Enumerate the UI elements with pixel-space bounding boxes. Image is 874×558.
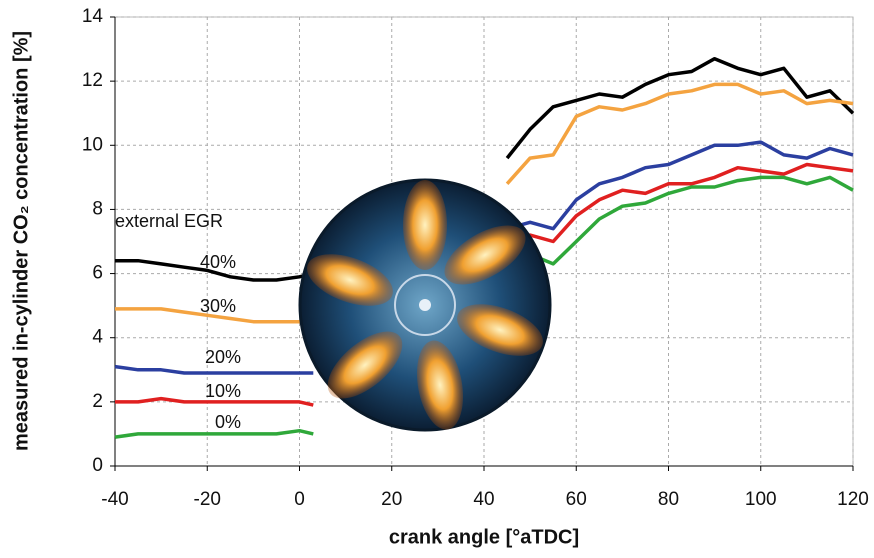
y-tick-label: 2 <box>92 391 103 412</box>
x-tick-label: 20 <box>381 489 402 510</box>
y-tick-label: 6 <box>92 263 103 284</box>
y-tick-label: 8 <box>92 198 103 219</box>
series-label: 30% <box>200 296 236 316</box>
y-tick-label: 4 <box>92 327 103 348</box>
y-tick-label: 10 <box>82 134 103 155</box>
combustion-photo <box>300 180 550 433</box>
chart: 0 2 4 6 8 10 12 14 -40 -20 0 20 40 60 80 100 120 40% 30% 2… <box>0 0 874 558</box>
x-tick-label: -40 <box>101 489 128 510</box>
y-tick-label: 12 <box>82 70 103 91</box>
x-tick-label: 40 <box>473 489 494 510</box>
series-label: 40% <box>200 252 236 272</box>
x-tick-label: 100 <box>745 489 777 510</box>
x-tick-label: 0 <box>294 489 305 510</box>
x-tick-label: -20 <box>194 489 221 510</box>
x-tick-label: 60 <box>566 489 587 510</box>
series-label: 20% <box>205 347 241 367</box>
series-label: 0% <box>215 412 241 432</box>
x-tick-label: 80 <box>658 489 679 510</box>
x-axis-label: crank angle [°aTDC] <box>389 526 579 548</box>
y-tick-label: 14 <box>82 6 104 27</box>
y-axis-label: measured in-cylinder CO₂ concentration [… <box>10 31 32 451</box>
x-tick-label: 120 <box>837 489 869 510</box>
y-tick-label: 0 <box>92 455 103 476</box>
annotation: external EGR <box>115 211 223 231</box>
series-label: 10% <box>205 381 241 401</box>
